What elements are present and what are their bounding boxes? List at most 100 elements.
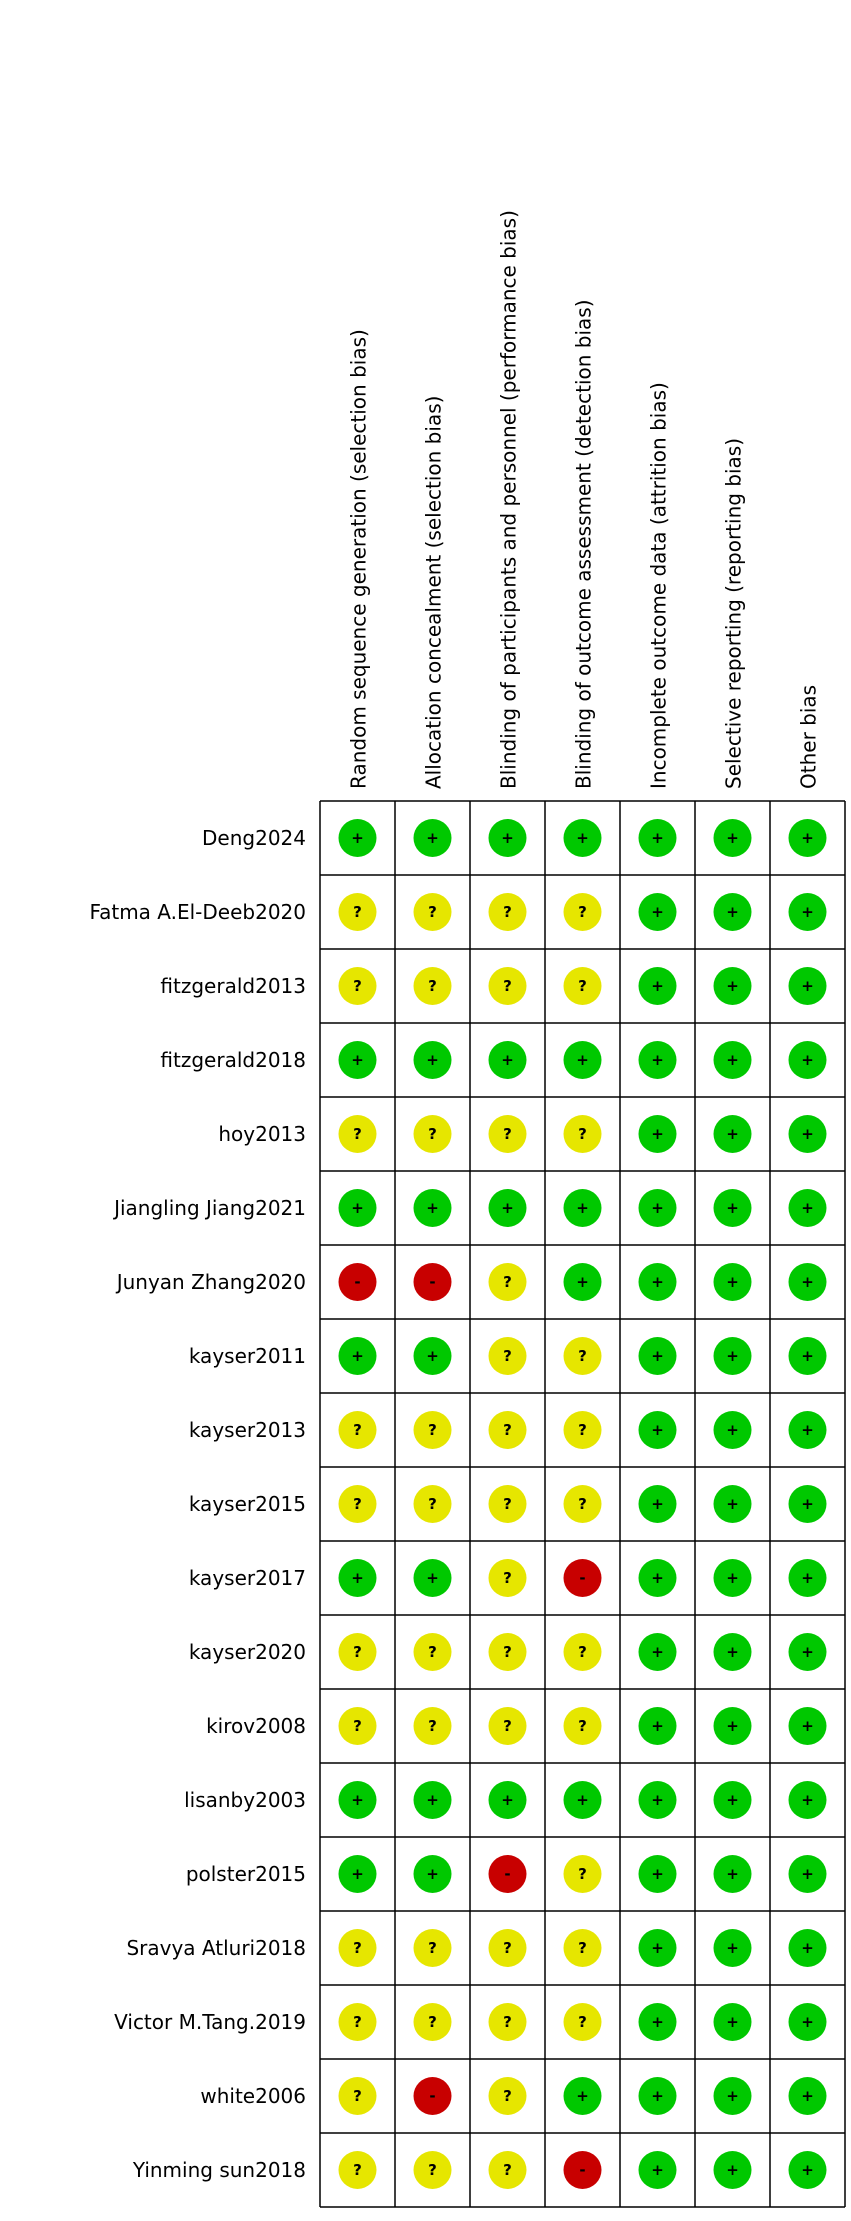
judgment-symbol: +	[351, 829, 364, 847]
judgment-symbol: ?	[503, 903, 512, 921]
judgment-symbol: +	[801, 1939, 814, 1957]
judgment-dot	[713, 1411, 752, 1449]
judgment-dot	[788, 967, 827, 1005]
judgment-dot	[338, 1263, 377, 1301]
judgment-symbol: ?	[578, 1347, 587, 1365]
judgment-symbol: ?	[428, 2013, 437, 2031]
judgment-symbol: +	[726, 1051, 739, 1069]
judgment-dot	[413, 1485, 452, 1523]
domain-label: Incomplete outcome data (attrition bias)	[647, 382, 671, 789]
judgment-dot	[713, 2077, 752, 2115]
judgment-dot	[488, 1115, 527, 1153]
study-label: kayser2020	[189, 1640, 306, 1664]
judgment-dot	[413, 967, 452, 1005]
study-label: white2006	[200, 2084, 306, 2108]
judgment-dot	[638, 2151, 677, 2189]
judgment-symbol: +	[801, 977, 814, 995]
judgment-symbol: +	[651, 2087, 664, 2105]
judgment-symbol: ?	[503, 1495, 512, 1513]
judgment-dot	[413, 1263, 452, 1301]
judgment-symbol: +	[501, 1199, 514, 1217]
judgment-dot	[638, 1115, 677, 1153]
judgment-dot	[413, 1781, 452, 1819]
judgment-symbol: +	[651, 1791, 664, 1809]
judgment-symbol: +	[651, 977, 664, 995]
judgment-symbol: +	[501, 829, 514, 847]
judgment-dot	[413, 2003, 452, 2041]
judgment-symbol: -	[579, 2161, 585, 2179]
judgment-symbol: +	[576, 1199, 589, 1217]
judgment-symbol: ?	[428, 1495, 437, 1513]
judgment-symbol: ?	[503, 1273, 512, 1291]
judgment-dot	[713, 2003, 752, 2041]
judgment-symbol: +	[801, 1125, 814, 1143]
judgment-dot	[788, 893, 827, 931]
judgment-dot	[563, 819, 602, 857]
judgment-dot	[413, 2077, 452, 2115]
study-label: Yinming sun2018	[132, 2158, 306, 2182]
judgment-symbol: +	[576, 1051, 589, 1069]
judgment-symbol: ?	[503, 2013, 512, 2031]
judgment-symbol: ?	[353, 2087, 362, 2105]
judgment-symbol: ?	[353, 1421, 362, 1439]
judgment-symbol: ?	[428, 2161, 437, 2179]
judgment-symbol: -	[504, 1865, 510, 1883]
judgment-dot	[413, 1115, 452, 1153]
judgment-dot	[563, 1855, 602, 1893]
judgment-symbol: +	[426, 1051, 439, 1069]
judgment-dot	[713, 1855, 752, 1893]
judgment-symbol: ?	[353, 2161, 362, 2179]
judgment-dot	[713, 1263, 752, 1301]
judgment-dot	[788, 1633, 827, 1671]
judgment-symbol: +	[726, 1569, 739, 1587]
judgment-dot	[638, 1781, 677, 1819]
judgment-symbol: -	[429, 1273, 435, 1291]
judgment-dot	[638, 1559, 677, 1597]
judgment-symbol: ?	[353, 977, 362, 995]
judgment-symbol: +	[651, 1421, 664, 1439]
judgment-dot	[788, 1263, 827, 1301]
judgment-dot	[563, 1485, 602, 1523]
judgment-symbol: +	[726, 829, 739, 847]
judgment-symbol: +	[651, 903, 664, 921]
judgment-dot	[338, 1559, 377, 1597]
judgment-symbol: +	[651, 1273, 664, 1291]
judgment-dot	[713, 967, 752, 1005]
judgment-symbol: +	[801, 903, 814, 921]
judgment-symbol: +	[651, 1939, 664, 1957]
judgment-symbol: +	[726, 1643, 739, 1661]
judgment-dot	[788, 2151, 827, 2189]
judgment-dot	[713, 1781, 752, 1819]
judgment-symbol: ?	[353, 2013, 362, 2031]
judgment-symbol: +	[801, 1643, 814, 1661]
study-label: Jiangling Jiang2021	[112, 1196, 306, 1220]
judgment-symbol: ?	[353, 903, 362, 921]
judgment-dot	[713, 1559, 752, 1597]
judgment-dot	[338, 1781, 377, 1819]
judgment-dot	[488, 2151, 527, 2189]
judgment-dot	[638, 1707, 677, 1745]
judgment-symbol: +	[576, 1791, 589, 1809]
judgment-dot	[488, 1559, 527, 1597]
judgment-symbol: +	[801, 1865, 814, 1883]
judgment-dot	[338, 1041, 377, 1079]
study-label: kayser2011	[189, 1344, 306, 1368]
judgment-dot	[338, 1337, 377, 1375]
judgment-dot	[338, 1485, 377, 1523]
judgment-symbol: +	[351, 1569, 364, 1587]
judgment-symbol: +	[726, 1495, 739, 1513]
judgment-dot	[563, 1041, 602, 1079]
judgment-symbol: ?	[578, 903, 587, 921]
judgment-dot	[638, 819, 677, 857]
judgment-symbol: +	[426, 1791, 439, 1809]
judgment-dot	[788, 1929, 827, 1967]
study-label: Sravya Atluri2018	[126, 1936, 306, 1960]
judgment-symbol: ?	[503, 1347, 512, 1365]
judgment-symbol: +	[651, 2161, 664, 2179]
judgment-dot	[413, 893, 452, 931]
judgment-symbol: +	[726, 2161, 739, 2179]
judgment-symbol: +	[726, 1717, 739, 1735]
domain-label: Allocation concealment (selection bias)	[422, 396, 446, 789]
judgment-dot	[488, 1263, 527, 1301]
